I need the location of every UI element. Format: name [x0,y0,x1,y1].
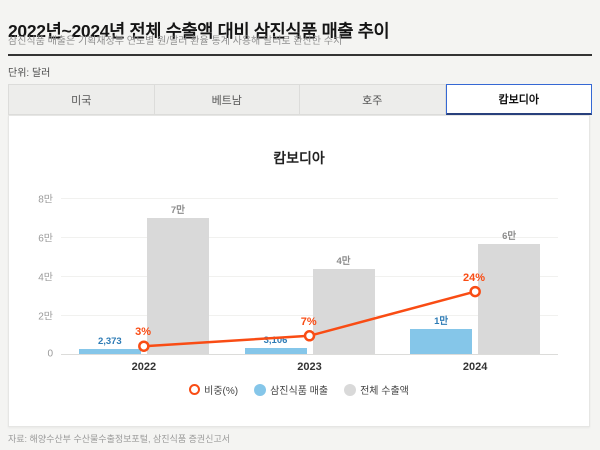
bar-total-2023 [312,269,375,354]
gridline [61,237,558,238]
y-axis-tick: 2만 [38,311,53,323]
gridline [61,198,558,199]
bar-samjin-2022 [78,349,141,354]
bar-total-label-2024: 6만 [502,230,517,242]
chart-legend: 비중(%) 삼진식품 매출 전체 수출액 [9,382,589,397]
bar-samjin-label-2024: 1만 [434,315,449,327]
source-note: 자료: 해양수산부 수산물수출정보포털, 삼진식품 증권신고서 [8,434,231,444]
legend-ring-icon [189,384,201,395]
bar-samjin-2024 [410,328,473,354]
bar-samjin-label-2022: 2,373 [97,336,122,348]
x-axis-label-2023: 2023 [297,361,322,373]
gridline [61,354,558,355]
gridline [61,276,558,277]
legend-item-2[interactable]: 전체 수출액 [344,382,409,397]
bar-total-label-2022: 7만 [170,204,185,216]
legend-dot-icon [344,383,357,396]
unit-label: 단위: 달러 [8,68,51,79]
bar-total-2022 [146,217,209,354]
y-axis-tick: 0 [47,348,53,360]
x-axis-label-2022: 2022 [131,361,157,373]
country-tabs: 미국 베트남 호주 캄보디아 [8,84,592,115]
gridline [61,315,558,316]
chart-title: 캄보디아 [273,150,325,166]
bar-samjin-label-2023: 3,106 [263,334,288,346]
tab-cambodia[interactable]: 캄보디아 [445,84,592,115]
page-subtitle: 삼진식품 매출은 기획재정부 연도별 원/달러 환율 통계 사용해 달러로 환산… [8,36,343,47]
tab-australia[interactable]: 호주 [300,84,446,115]
legend-label: 전체 수출액 [360,386,409,397]
legend-item-0[interactable]: 비중(%) [189,382,238,397]
legend-item-1[interactable]: 삼진식품 매출 [254,382,328,397]
bar-total-label-2023: 4만 [336,256,351,268]
ratio-point-label-2024: 24% [463,271,486,284]
page-title: 2022년~2024년 전체 수출액 대비 삼진식품 매출 추이 [8,20,390,41]
header-divider [8,54,592,56]
y-axis-tick: 4만 [38,272,53,284]
legend-dot-icon [254,383,267,396]
bar-total-2024 [478,243,541,354]
legend-label: 삼진식품 매출 [270,386,329,397]
tab-usa[interactable]: 미국 [8,84,155,115]
ratio-line [138,285,481,352]
legend-label: 비중(%) [204,386,239,397]
y-axis-tick: 6만 [38,233,53,245]
bar-samjin-2023 [244,347,307,354]
plot-area: 8만 6만 4만 2만 0 2,373 7만 2022 3,106 4만 2023 1만 6만 2024 3… [38,195,558,373]
ratio-point-label-2022: 3% [135,326,151,339]
x-axis-label-2024: 2024 [462,361,488,373]
chart-card: 캄보디아 8만 6만 4만 2만 0 2,373 7만 2022 3,106 4만 2023 1만 6만… [8,115,590,427]
y-axis-tick: 8만 [38,194,53,206]
tab-vietnam[interactable]: 베트남 [154,84,300,115]
ratio-point-label-2023: 7% [300,315,317,328]
